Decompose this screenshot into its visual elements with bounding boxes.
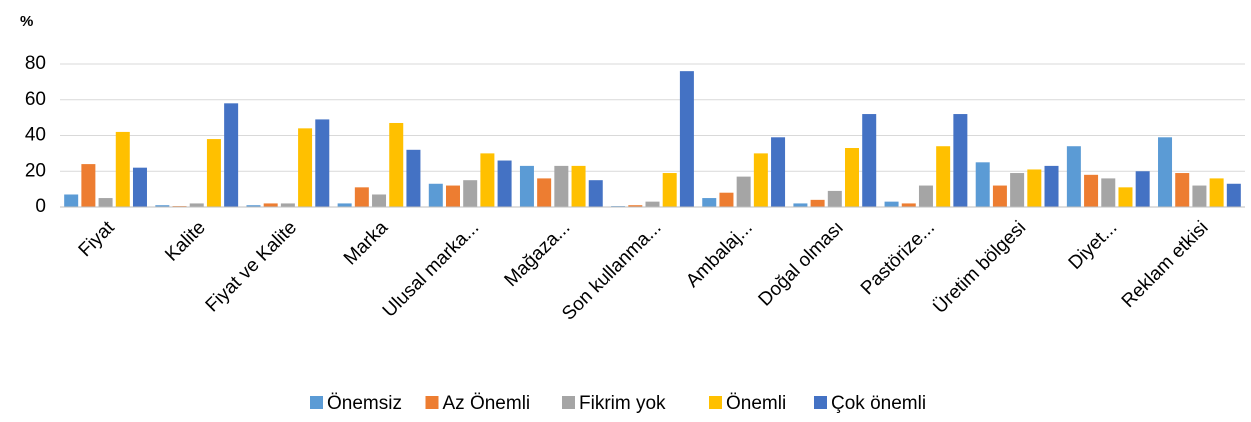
bar: [793, 203, 808, 207]
bar: [588, 180, 603, 207]
legend-label: Az Önemli: [443, 393, 531, 414]
bar: [662, 173, 677, 207]
bar: [736, 176, 751, 207]
x-tick-label: Marka: [340, 217, 392, 269]
bar: [81, 164, 96, 207]
x-tick-label: Diyet...: [1065, 217, 1122, 274]
bar: [645, 201, 660, 207]
y-axis-label: %: [20, 13, 33, 30]
bar: [862, 114, 877, 207]
bar: [901, 203, 916, 207]
bar: [206, 139, 221, 207]
bar: [1101, 178, 1116, 207]
y-tick-label: 60: [25, 89, 46, 110]
bar: [1066, 146, 1081, 207]
legend-swatch: [814, 396, 827, 409]
bar: [445, 185, 460, 207]
bar: [953, 114, 968, 207]
legend-swatch: [562, 396, 575, 409]
bar: [64, 194, 79, 207]
bar: [246, 205, 261, 207]
bar: [810, 199, 825, 207]
legend-swatch: [425, 396, 439, 409]
bar: [827, 190, 842, 207]
x-tick-label: Reklam etkisi: [1118, 217, 1213, 312]
bar: [936, 146, 951, 207]
bar: [1226, 183, 1241, 207]
bar: [389, 122, 404, 207]
bar: [679, 71, 694, 208]
bar: [132, 167, 147, 207]
legend-label: Fikrim yok: [579, 393, 666, 414]
bar: [1027, 169, 1042, 207]
legend-swatch: [310, 396, 323, 409]
x-tick-label: Mağaza...: [501, 217, 575, 291]
bar: [975, 162, 990, 207]
bar: [1118, 187, 1133, 207]
bar: [480, 153, 495, 207]
bar: [315, 119, 330, 207]
legend-label: Çok önemli: [831, 393, 926, 414]
x-tick-label: Fiyat ve Kalite: [202, 217, 301, 316]
bar: [1135, 171, 1150, 207]
bar: [1010, 173, 1025, 207]
y-tick-label: 20: [25, 160, 46, 181]
bar: [115, 131, 130, 207]
legend-swatch: [709, 396, 722, 409]
x-tick-label: Fiyat: [75, 217, 119, 261]
bar: [918, 185, 933, 207]
bar: [372, 194, 387, 207]
bar: [571, 165, 586, 207]
bar: [497, 160, 512, 207]
x-tick-label: Doğal olması: [755, 217, 848, 310]
bar: [263, 203, 278, 207]
legend-label: Önemli: [726, 393, 786, 414]
bar: [224, 103, 239, 207]
bar: [554, 165, 569, 207]
x-tick-label: Kalite: [161, 217, 209, 265]
x-tick-label: Pastörize...: [857, 217, 939, 299]
bar: [1084, 174, 1099, 207]
bar: [1044, 165, 1059, 207]
bar: [337, 203, 352, 207]
bar: [155, 205, 170, 207]
bar: [280, 203, 295, 207]
bar: [992, 185, 1007, 207]
y-tick-label: 0: [35, 196, 46, 217]
bar: [1209, 178, 1224, 207]
bar: [354, 187, 369, 207]
x-tick-label: Ulusal marka...: [379, 217, 483, 321]
bar: [719, 192, 734, 207]
x-tick-label: Ambalaj...: [682, 217, 757, 292]
bar: [189, 203, 204, 207]
bar: [537, 178, 552, 207]
bar: [406, 149, 421, 207]
x-tick-label: Son kullanma...: [558, 217, 665, 324]
bar: [1158, 137, 1173, 207]
bar: [519, 165, 534, 207]
bar: [1192, 185, 1207, 207]
bar: [771, 137, 786, 207]
bar: [428, 183, 443, 207]
bar: [628, 205, 643, 207]
bar: [702, 198, 717, 207]
bar: [1175, 173, 1190, 207]
x-tick-label: Üretim bölgesi: [929, 217, 1030, 318]
bar: [463, 180, 478, 207]
bar: [298, 128, 313, 207]
y-tick-label: 40: [25, 125, 46, 146]
bar: [98, 198, 113, 207]
bar: [845, 148, 860, 207]
bar: [753, 153, 768, 207]
y-tick-label: 80: [25, 53, 46, 74]
bar: [884, 201, 899, 207]
legend-label: Önemsiz: [327, 393, 402, 414]
